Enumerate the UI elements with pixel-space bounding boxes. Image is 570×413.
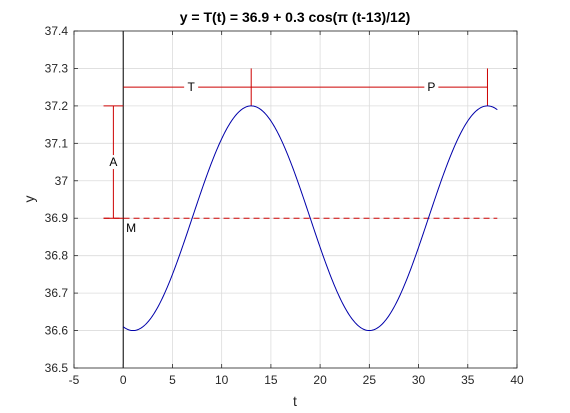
x-tick-label: 35	[461, 373, 475, 387]
x-tick-label: 20	[313, 373, 327, 387]
y-axis-label: y	[21, 196, 37, 203]
y-tick-label: 37.2	[45, 99, 69, 113]
annotation-T-label: T	[187, 80, 195, 94]
x-tick-label: 40	[510, 373, 524, 387]
x-tick-label: 30	[412, 373, 426, 387]
plot-background	[74, 31, 517, 368]
y-tick-label: 36.6	[45, 324, 69, 338]
x-tick-label: 25	[363, 373, 377, 387]
y-tick-label: 37	[55, 174, 69, 188]
y-tick-label: 36.7	[45, 286, 69, 300]
x-tick-label: -5	[69, 373, 80, 387]
y-tick-label: 36.9	[45, 211, 69, 225]
chart-title: y = T(t) = 36.9 + 0.3 cos(π (t-13)/12)	[180, 9, 411, 25]
annotation-M-label: M	[126, 221, 136, 235]
y-tick-label: 37.4	[45, 24, 69, 38]
x-tick-label: 0	[120, 373, 127, 387]
x-tick-label: 5	[169, 373, 176, 387]
x-axis-label: t	[293, 393, 297, 409]
annotation-P-label: P	[427, 80, 435, 94]
x-tick-label: 15	[264, 373, 278, 387]
annotation-A-label: A	[109, 155, 117, 169]
y-tick-label: 36.5	[45, 361, 69, 375]
x-tick-label: 10	[215, 373, 229, 387]
y-tick-label: 37.3	[45, 61, 69, 75]
y-tick-label: 36.8	[45, 249, 69, 263]
y-tick-label: 37.1	[45, 136, 69, 150]
